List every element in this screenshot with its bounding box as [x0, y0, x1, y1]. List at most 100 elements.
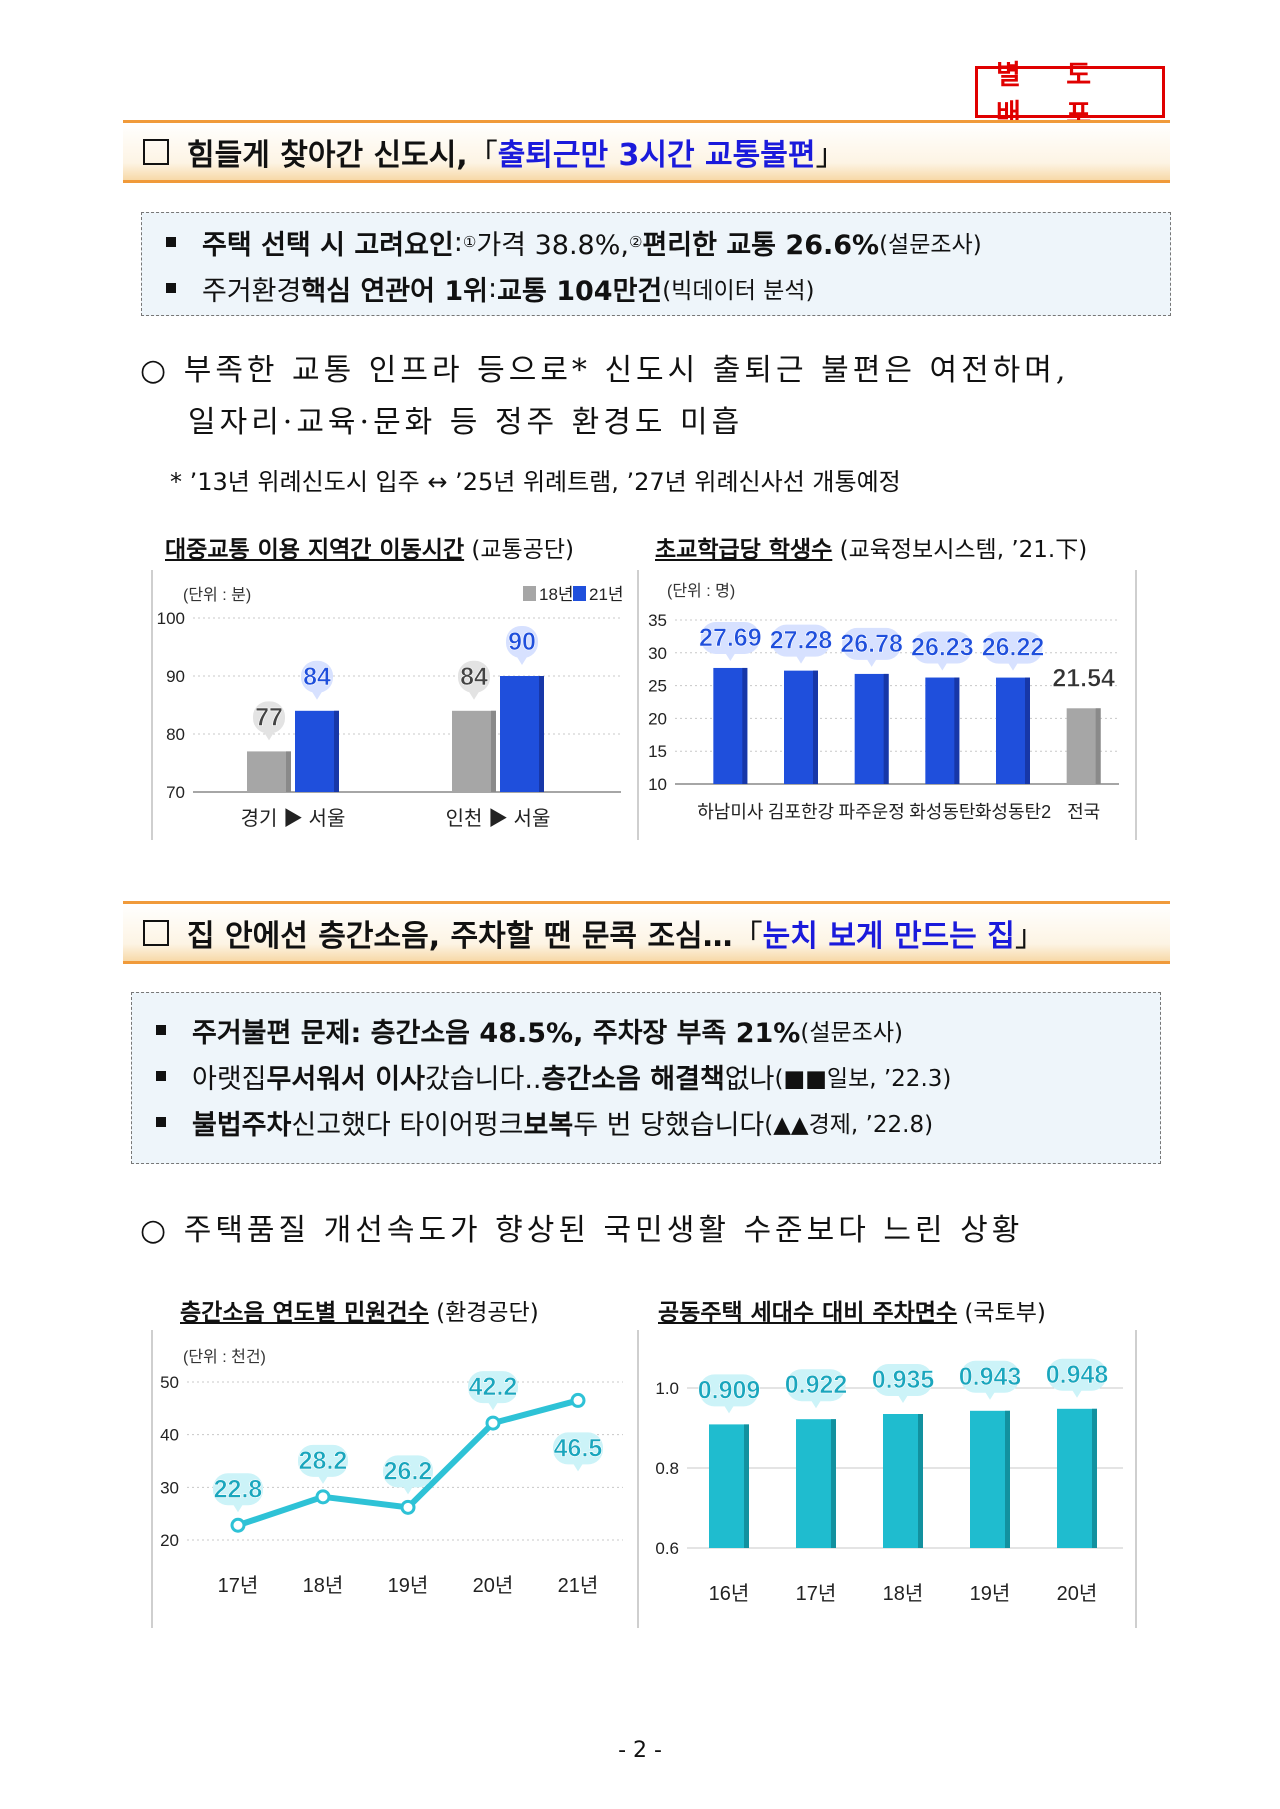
chart-title-text: 층간소음 연도별 민원건수	[180, 1300, 429, 1326]
y-tick-label: 15	[648, 742, 667, 761]
summary-text: 아랫집	[192, 1063, 267, 1095]
checkbox-square-icon	[143, 138, 169, 165]
data-label: 0.922	[785, 1371, 848, 1399]
bar-shade	[918, 1414, 923, 1548]
x-tick-label: 김포한강	[768, 802, 834, 822]
distribution-stamp: 별 도 배 포	[975, 60, 1165, 130]
chart-source: (교육정보시스템, ’21.下)	[832, 537, 1088, 563]
summary-text: 갔습니다..	[424, 1063, 542, 1095]
y-tick-label: 100	[157, 609, 185, 628]
data-label-bg	[468, 1371, 518, 1404]
data-label-bg	[506, 626, 538, 658]
summary-row: 주거불편 문제 : 층간소음 48.5%, 주차장 부족 21% (설문조사)	[156, 1007, 1160, 1053]
y-tick-label: 90	[166, 667, 185, 686]
unit-label: (단위 : 천건)	[183, 1348, 266, 1366]
y-tick-label: 35	[648, 611, 667, 630]
bar-shade	[813, 670, 818, 784]
summary-text: 핵심 연관어 1위	[301, 275, 489, 307]
chart2-svg: (단위 : 명) 10 15 20 25 30 35 27.69 하남미사 27.28 김포한강 26…	[648, 582, 1119, 822]
legend-swatch	[573, 586, 586, 601]
chart3-title: 층간소음 연도별 민원건수 (환경공단)	[180, 1293, 539, 1327]
x-tick-label: 19년	[970, 1582, 1011, 1605]
data-point	[315, 1489, 331, 1505]
data-label: 0.943	[959, 1363, 1022, 1391]
unit-label: (단위 : 분)	[183, 586, 251, 604]
x-tick-label: 18년	[303, 1574, 344, 1597]
bar	[713, 667, 748, 784]
section1-title-highlight: 출퇴근만 3시간 교통불편	[497, 137, 816, 173]
summary-source: (빅데이터 분석)	[662, 278, 815, 304]
summary-text: :	[453, 226, 463, 258]
data-label-bg	[960, 1360, 1020, 1393]
data-label-bg	[298, 1444, 348, 1477]
bullet-icon	[156, 1117, 166, 1127]
bar-shade	[954, 677, 960, 784]
summary-text: 편리한 교통 26.6%	[642, 229, 880, 261]
summary-text: : 층간소음 48.5%, 주차장 부족 21%	[350, 1017, 801, 1049]
data-label-pointer	[264, 732, 274, 741]
data-label-pointer	[1072, 1389, 1082, 1398]
bar-shade	[286, 751, 291, 792]
data-label-bg	[786, 1369, 846, 1402]
bar	[500, 676, 544, 792]
data-label-bg	[213, 1473, 263, 1506]
data-label-bg	[912, 631, 972, 664]
data-label: 46.5	[554, 1434, 603, 1462]
page-number: - 2 -	[618, 1738, 662, 1763]
section1-summary: 주택 선택 시 고려요인 : ① 가격 38.8%, ② 편리한 교통 26.6…	[141, 212, 1171, 316]
data-label: 26.23	[911, 634, 974, 662]
data-label: 26.22	[982, 634, 1045, 662]
data-label-bg	[771, 624, 831, 657]
data-label-bg	[458, 660, 490, 693]
x-tick-label: 20년	[473, 1574, 514, 1597]
summary-row: 주택 선택 시 고려요인 : ① 가격 38.8%, ② 편리한 교통 26.6…	[166, 219, 1170, 265]
data-label-bg	[1047, 1358, 1107, 1391]
y-tick-label: 0.8	[655, 1459, 679, 1478]
bar-shade	[1005, 1410, 1010, 1548]
summary-source: (■■일보, ’22.3)	[774, 1066, 952, 1092]
y-tick-label: 1.0	[655, 1379, 679, 1398]
data-label-pointer	[403, 1486, 413, 1495]
bullet-icon	[166, 237, 176, 247]
data-label-bg	[301, 660, 333, 693]
data-label: 27.28	[770, 627, 833, 655]
y-tick-label: 30	[648, 644, 667, 663]
summary-source: (설문조사)	[879, 232, 982, 258]
legend-label: 21년	[589, 585, 624, 604]
data-point	[485, 1415, 501, 1431]
bar	[925, 677, 960, 784]
x-tick-label: 하남미사	[697, 802, 764, 822]
summary-text: 주택 선택 시 고려요인	[202, 229, 454, 261]
bar-shade	[491, 710, 496, 792]
section1-title-main: 힘들게 찾아간 신도시,	[187, 137, 468, 173]
data-label-pointer	[796, 655, 806, 664]
point-line: 일자리·교육·문화 등 정주 환경도 미흡	[188, 405, 744, 440]
y-tick-label: 70	[166, 783, 185, 802]
section2-title-main: 집 안에선 층간소음, 주차할 땐 문콕 조심…	[187, 918, 733, 954]
x-tick-label: 전국	[1067, 802, 1100, 822]
bar-shade	[539, 676, 544, 792]
data-label-pointer	[1078, 693, 1089, 702]
y-tick-label: 40	[160, 1426, 179, 1445]
data-label: 0.935	[872, 1366, 935, 1394]
data-label-pointer	[811, 1400, 821, 1409]
point-line: ○ 부족한 교통 인프라 등으로* 신도시 출퇴근 불편은 여전하며,	[140, 353, 1070, 388]
summary-text: 두 번 당했습니다	[573, 1109, 765, 1141]
bar-shade	[742, 667, 748, 784]
data-label-bg	[699, 1374, 759, 1407]
data-label-pointer	[318, 1475, 328, 1484]
bar-shade	[883, 673, 889, 784]
bar	[796, 1419, 836, 1548]
chart2-title: 초교학급당 학생수 (교육정보시스템, ’21.下)	[655, 530, 1087, 564]
summary-text: 주거환경	[202, 275, 302, 307]
chart-title-text: 초교학급당 학생수	[655, 537, 833, 563]
chart-title-text: 대중교통 이용 지역간 이동시간	[165, 537, 465, 563]
x-tick-label: 18년	[883, 1582, 924, 1605]
section2-title-highlight: 눈치 보게 만드는 집	[762, 918, 1015, 954]
data-label-pointer	[937, 662, 948, 671]
x-tick-label: 인천 ▶ 서울	[446, 807, 551, 830]
summary-text: 가격 38.8%,	[476, 229, 629, 261]
chart-title-text: 공동주택 세대수 대비 주차면수	[658, 1300, 958, 1326]
x-tick-label: 16년	[709, 1582, 750, 1605]
summary-text: 층간소음 해결책	[541, 1063, 725, 1095]
